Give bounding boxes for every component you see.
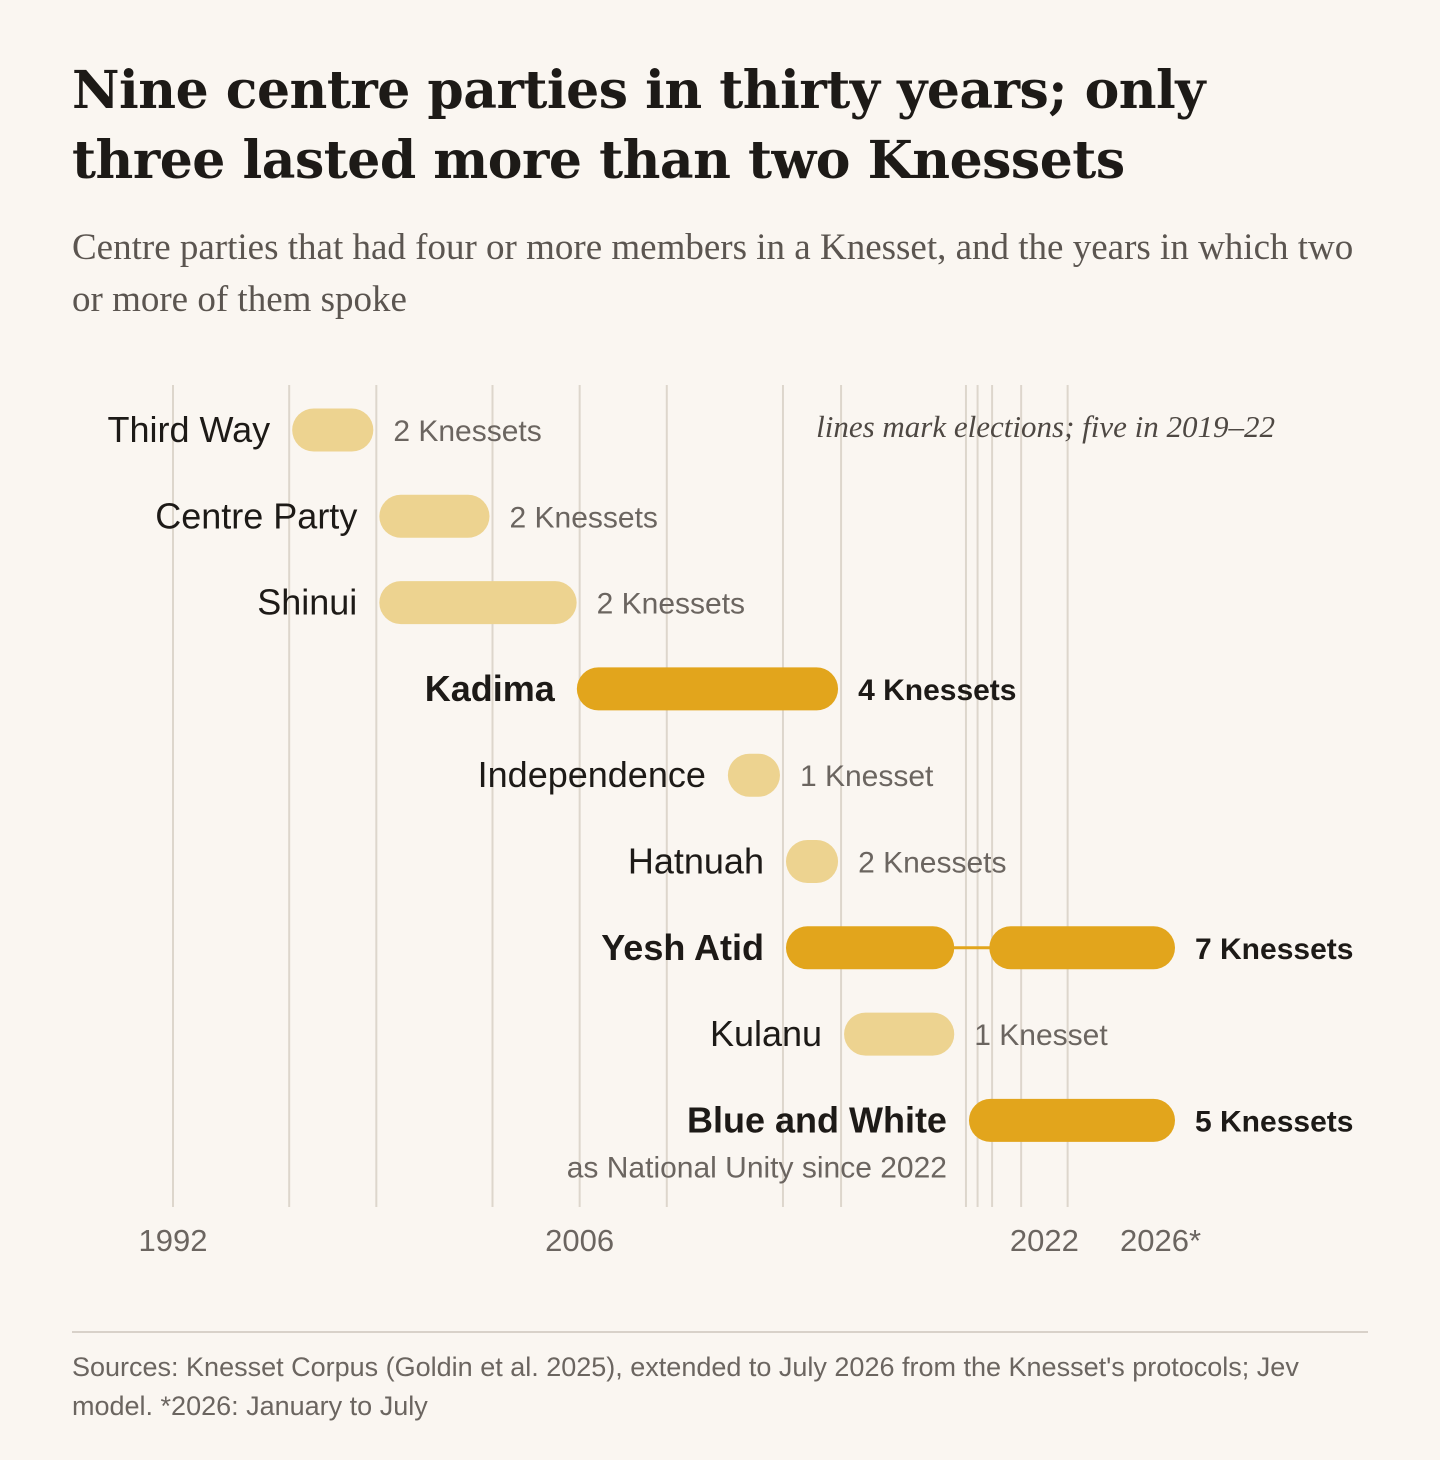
- party-bar: [785, 840, 839, 883]
- party-row: Kulanu 1 Knesset: [710, 1012, 1108, 1056]
- party-note: as National Unity since 2022: [567, 1151, 947, 1184]
- party-name: Independence: [478, 754, 706, 795]
- x-tick-label: 2006: [545, 1223, 614, 1258]
- knesset-count-label: 2 Knessets: [597, 588, 745, 621]
- knesset-count-label: 1 Knesset: [974, 1019, 1108, 1052]
- x-axis-ticks: 1992 2006 2022 2026*: [139, 1223, 1202, 1258]
- party-bar: [785, 926, 955, 970]
- party-bar: [727, 753, 780, 797]
- party-bar: [379, 581, 577, 625]
- x-tick-label: 1992: [139, 1223, 208, 1258]
- party-name: Yesh Atid: [601, 927, 764, 968]
- knesset-count-label: 4 Knessets: [858, 674, 1016, 707]
- chart-subtitle: Centre parties that had four or more mem…: [72, 227, 1354, 320]
- knesset-count-label: 2 Knessets: [510, 501, 658, 534]
- party-row: Third Way 2 Knessets: [107, 408, 542, 452]
- chart-title: Nine centre parties in thirty years; onl…: [72, 60, 1206, 191]
- party-row: Blue and White 5 Knessets as National Unit…: [567, 1098, 1353, 1184]
- party-bars: Third Way 2 Knessets Centre Party 2 Knesset…: [107, 408, 1353, 1184]
- party-name: Third Way: [107, 409, 270, 450]
- party-name: Hatnuah: [628, 841, 764, 882]
- footer-divider: [72, 1331, 1368, 1333]
- party-name: Kulanu: [710, 1013, 822, 1054]
- party-name: Kadima: [425, 668, 556, 709]
- party-name: Centre Party: [155, 495, 357, 536]
- knesset-count-label: 7 Knessets: [1195, 933, 1353, 966]
- party-bar: [292, 408, 374, 452]
- party-name: Blue and White: [687, 1099, 947, 1140]
- party-row: Kadima 4 Knessets: [425, 667, 1017, 711]
- range-bar-chart: lines mark elections; five in 2019–22 Th…: [107, 385, 1353, 1258]
- chart-annotation: lines mark elections; five in 2019–22: [816, 409, 1275, 444]
- party-row: Independence 1 Knesset: [478, 753, 934, 797]
- sources-note: Sources: Knesset Corpus (Goldin et al. 2…: [72, 1352, 1299, 1421]
- x-tick-label: 2022: [1010, 1223, 1079, 1258]
- party-row: Yesh Atid 7 Knessets: [601, 926, 1353, 970]
- knesset-count-label: 1 Knesset: [800, 760, 934, 793]
- knesset-count-label: 2 Knessets: [393, 415, 541, 448]
- party-bar: [968, 1098, 1175, 1142]
- party-row: Shinui 2 Knessets: [257, 581, 745, 625]
- party-name: Shinui: [257, 582, 357, 623]
- party-bar: [844, 1012, 955, 1056]
- knesset-count-label: 5 Knessets: [1195, 1105, 1353, 1138]
- party-bar: [989, 926, 1175, 970]
- x-tick-label: 2026*: [1120, 1223, 1201, 1258]
- knesset-count-label: 2 Knessets: [858, 847, 1006, 880]
- party-bar: [576, 667, 839, 711]
- party-row: Hatnuah 2 Knessets: [628, 840, 1006, 883]
- election-gridlines: [172, 385, 1069, 1207]
- party-bar: [379, 494, 490, 538]
- party-row: Centre Party 2 Knessets: [155, 494, 658, 538]
